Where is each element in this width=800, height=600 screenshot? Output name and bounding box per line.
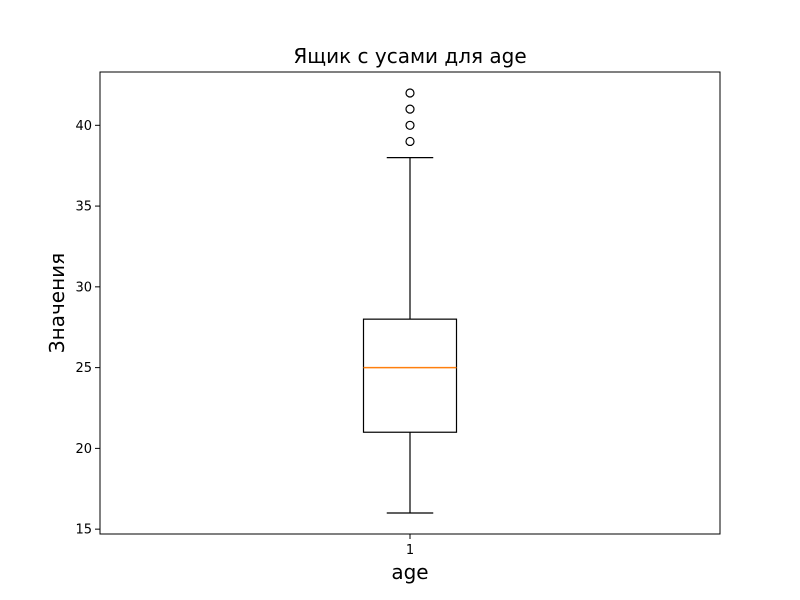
y-tick-label-20: 20 [75,442,92,457]
outlier-point [405,104,415,114]
outlier-point [405,120,415,130]
y-axis: 15 20 25 30 35 40 [75,119,100,538]
y-tick-label-30: 30 [75,280,92,295]
chart-title: Ящик с усами для age [293,44,526,68]
y-tick-label-25: 25 [75,361,92,376]
x-tick-label-1: 1 [406,543,414,558]
outlier-point [405,136,415,147]
y-axis-label: Значения [45,253,69,353]
outlier-point [405,88,415,98]
box-series [362,88,458,514]
y-tick-label-15: 15 [75,523,92,538]
iqr-box [362,318,458,433]
y-tick-label-40: 40 [75,119,92,134]
y-tick-label-35: 35 [75,200,92,215]
box-1 [362,88,458,514]
x-axis-label: age [391,560,428,584]
x-axis: 1 [406,534,414,558]
